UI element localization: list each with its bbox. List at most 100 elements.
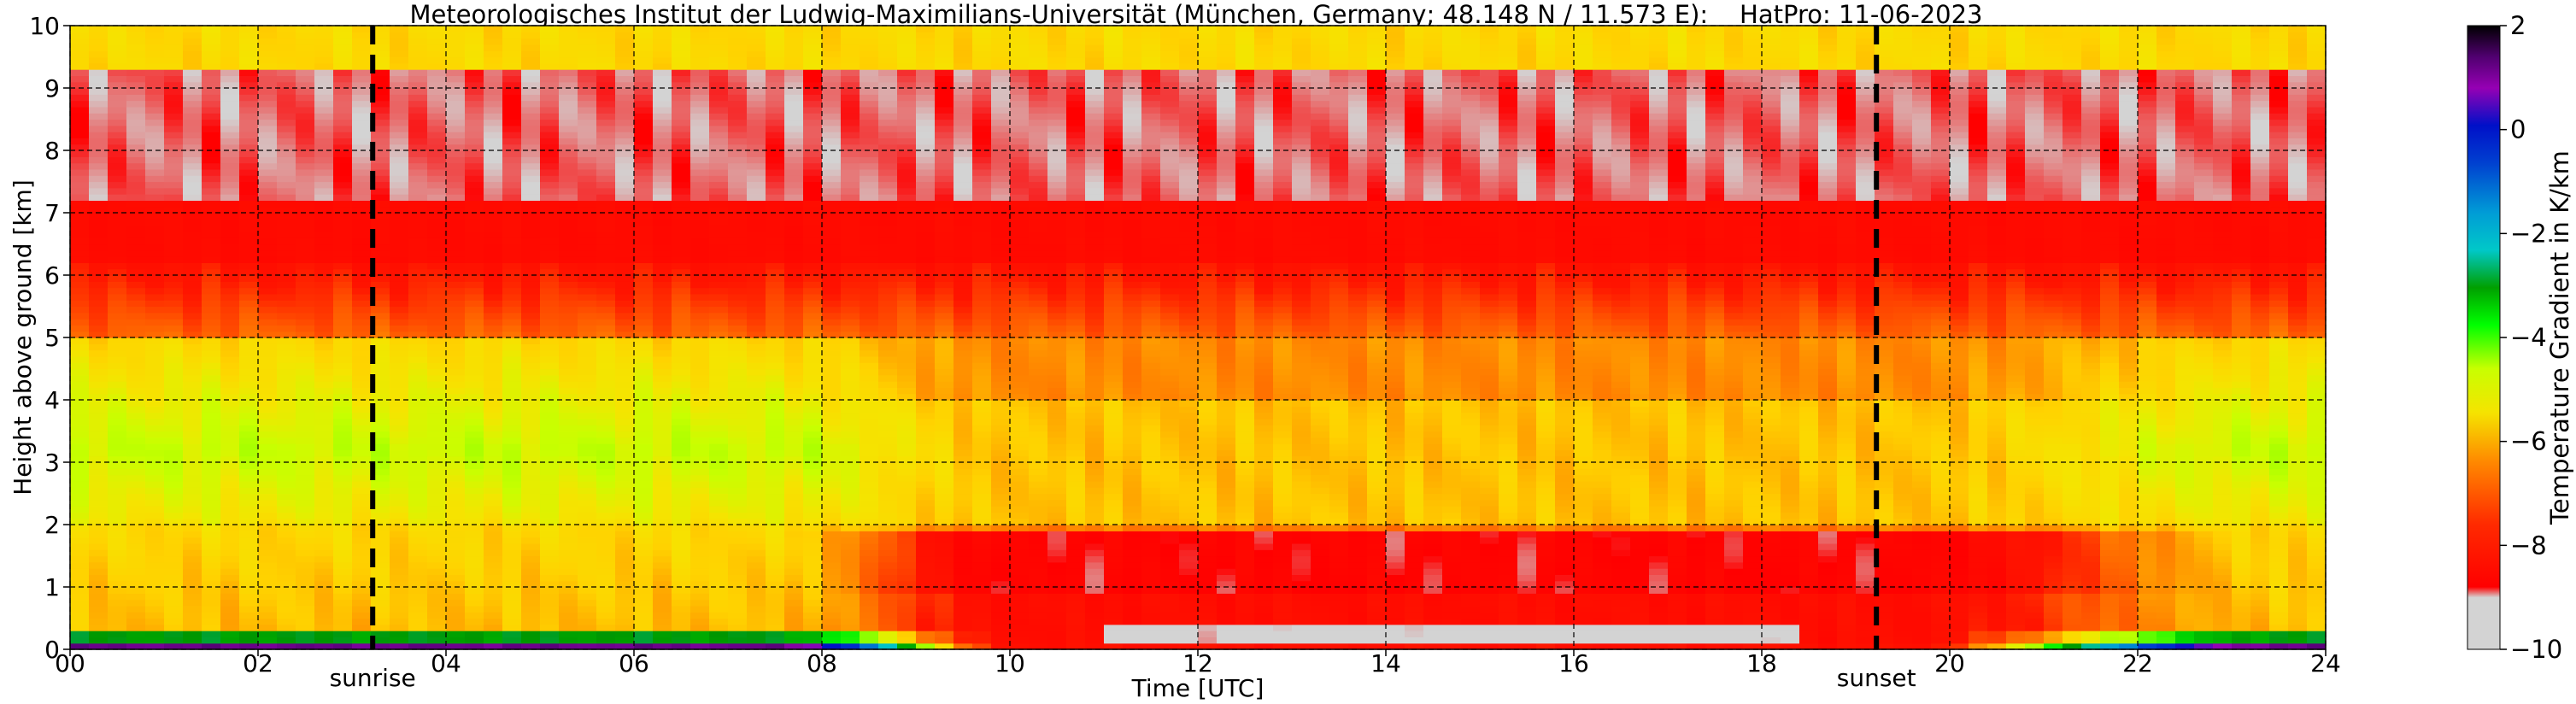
heatmap-cell <box>972 75 992 83</box>
heatmap-cell <box>709 487 729 495</box>
heatmap-cell <box>916 306 936 314</box>
heatmap-cell <box>239 113 259 120</box>
heatmap-cell <box>408 580 428 588</box>
heatmap-cell <box>427 38 447 45</box>
heatmap-cell <box>408 455 428 463</box>
heatmap-cell <box>935 624 954 631</box>
heatmap-cell <box>954 44 973 51</box>
heatmap-cell <box>239 293 259 301</box>
heatmap-cell <box>502 593 522 601</box>
heatmap-cell <box>427 549 447 557</box>
heatmap-cell <box>70 249 90 257</box>
heatmap-cell <box>277 56 296 64</box>
heatmap-cell <box>465 81 484 89</box>
heatmap-cell <box>220 100 240 108</box>
heatmap-cell <box>822 512 842 519</box>
heatmap-cell <box>239 213 259 220</box>
heatmap-cell <box>408 555 428 563</box>
heatmap-cell <box>89 194 109 201</box>
heatmap-cell <box>484 213 503 220</box>
heatmap-cell <box>164 531 184 538</box>
heatmap-cell <box>747 106 766 114</box>
heatmap-cell <box>108 531 127 538</box>
heatmap-cell <box>408 56 428 64</box>
heatmap-cell <box>615 468 635 476</box>
heatmap-cell <box>822 225 842 232</box>
heatmap-cell <box>634 580 654 588</box>
heatmap-cell <box>239 637 259 644</box>
heatmap-cell <box>145 381 165 388</box>
heatmap-cell <box>390 306 409 314</box>
heatmap-cell <box>596 393 616 401</box>
heatmap-cell <box>822 531 842 538</box>
heatmap-cell <box>878 431 898 438</box>
heatmap-cell <box>972 38 992 45</box>
heatmap-cell <box>484 200 503 208</box>
heatmap-cell <box>935 238 954 245</box>
heatmap-cell <box>239 599 259 607</box>
heatmap-cell <box>822 543 842 550</box>
heatmap-cell <box>333 125 353 132</box>
heatmap-cell <box>239 543 259 550</box>
heatmap-cell <box>615 612 635 619</box>
heatmap-cell <box>878 293 898 301</box>
heatmap-cell <box>352 106 372 114</box>
heatmap-cell <box>709 88 729 95</box>
heatmap-cell <box>446 331 466 338</box>
heatmap-cell <box>878 474 898 482</box>
heatmap-cell <box>484 243 503 251</box>
heatmap-cell <box>296 355 315 363</box>
heatmap-cell <box>352 374 372 382</box>
heatmap-cell <box>521 132 541 138</box>
heatmap-cell <box>296 162 315 170</box>
heatmap-cell <box>690 287 710 295</box>
heatmap-cell <box>183 555 202 563</box>
heatmap-cell <box>390 268 409 276</box>
heatmap-cell <box>502 343 522 351</box>
heatmap-cell <box>672 593 691 601</box>
heatmap-cell <box>484 631 503 637</box>
heatmap-cell <box>220 325 240 332</box>
heatmap-cell <box>784 206 804 214</box>
heatmap-cell <box>408 574 428 582</box>
heatmap-cell <box>841 219 860 226</box>
heatmap-cell <box>596 449 616 457</box>
heatmap-cell <box>728 268 748 276</box>
heatmap-cell <box>427 449 447 457</box>
heatmap-cell <box>991 487 1011 495</box>
heatmap-cell <box>540 474 560 482</box>
heatmap-cell <box>108 26 127 32</box>
heatmap-cell <box>126 412 146 419</box>
heatmap-cell <box>484 605 503 613</box>
heatmap-cell <box>747 132 766 138</box>
heatmap-cell <box>258 599 278 607</box>
heatmap-cell <box>841 337 860 344</box>
heatmap-cell <box>296 81 315 89</box>
heatmap-cell <box>822 549 842 557</box>
heatmap-cell <box>972 293 992 301</box>
heatmap-cell <box>728 642 748 650</box>
heatmap-cell <box>296 50 315 58</box>
heatmap-cell <box>239 219 259 226</box>
heatmap-cell <box>954 362 973 370</box>
heatmap-cell <box>352 26 372 32</box>
heatmap-cell <box>202 555 221 563</box>
heatmap-cell <box>803 100 823 108</box>
heatmap-cell <box>784 425 804 432</box>
heatmap-cell <box>766 249 785 257</box>
heatmap-cell <box>596 487 616 495</box>
heatmap-cell <box>897 474 917 482</box>
heatmap-cell <box>220 387 240 395</box>
heatmap-cell <box>878 238 898 245</box>
heatmap-cell <box>709 175 729 183</box>
heatmap-cell <box>578 162 597 170</box>
heatmap-cell <box>634 555 654 563</box>
heatmap-cell <box>202 81 221 89</box>
heatmap-cell <box>634 331 654 338</box>
heatmap-cell <box>653 181 672 189</box>
heatmap-cell <box>108 400 127 407</box>
heatmap-cell <box>164 418 184 425</box>
heatmap-cell <box>277 162 296 170</box>
heatmap-cell <box>390 150 409 157</box>
heatmap-cell <box>277 325 296 332</box>
